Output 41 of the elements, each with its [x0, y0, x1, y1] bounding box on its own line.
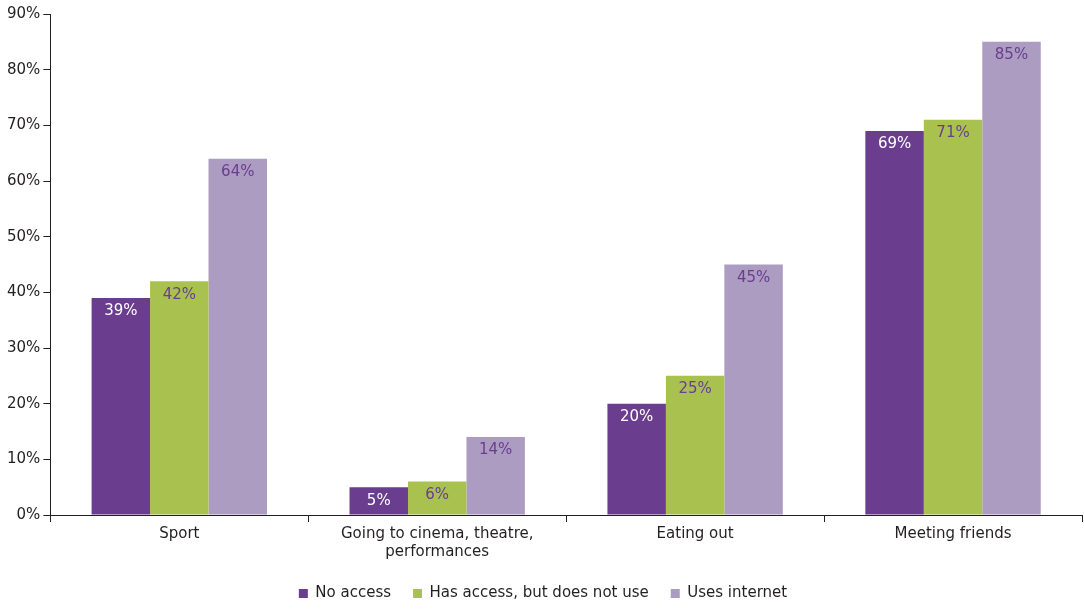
bar — [91, 297, 151, 515]
bar — [665, 375, 725, 515]
data-label: 6% — [425, 484, 450, 503]
bar — [349, 487, 408, 515]
bar — [150, 281, 209, 515]
bar — [407, 481, 467, 515]
y-tick-label: 10% — [7, 449, 41, 468]
y-tick-label: 50% — [7, 226, 41, 245]
data-label: 69% — [877, 134, 912, 153]
bar — [724, 264, 783, 515]
y-tick-label: 30% — [7, 337, 41, 356]
bar — [982, 41, 1041, 515]
bar — [208, 158, 267, 515]
y-tick-label: 20% — [7, 393, 41, 412]
data-label: 71% — [936, 123, 970, 142]
bar — [607, 403, 666, 515]
data-label: 45% — [736, 267, 771, 286]
bar — [865, 130, 924, 515]
legend-label: No access — [315, 583, 392, 602]
y-tick-label: 40% — [7, 282, 41, 301]
data-label: 42% — [162, 284, 196, 303]
legend-label: Has access, but does not use — [429, 583, 649, 602]
data-label: 64% — [221, 162, 255, 181]
bar — [466, 437, 525, 515]
y-tick-label: 60% — [7, 170, 41, 189]
data-label: 39% — [104, 301, 138, 320]
y-tick-label: 80% — [7, 59, 41, 78]
x-tick-label: Meeting friends — [894, 523, 1012, 542]
x-tick-label: Going to cinema, theatre, performances — [340, 523, 534, 560]
data-label: 85% — [994, 45, 1029, 64]
bar — [923, 119, 983, 515]
data-label: 25% — [678, 379, 712, 398]
data-label: 20% — [619, 407, 654, 426]
data-label: 5% — [366, 490, 391, 509]
y-tick-label: 70% — [7, 115, 41, 134]
x-tick-label: Eating out — [656, 523, 734, 542]
y-tick-label: 90% — [7, 3, 41, 22]
legend-label: Uses internet — [687, 583, 788, 602]
y-tick-label: 0% — [16, 504, 41, 523]
x-tick-label: Sport — [159, 523, 200, 542]
data-label: 14% — [479, 440, 513, 459]
